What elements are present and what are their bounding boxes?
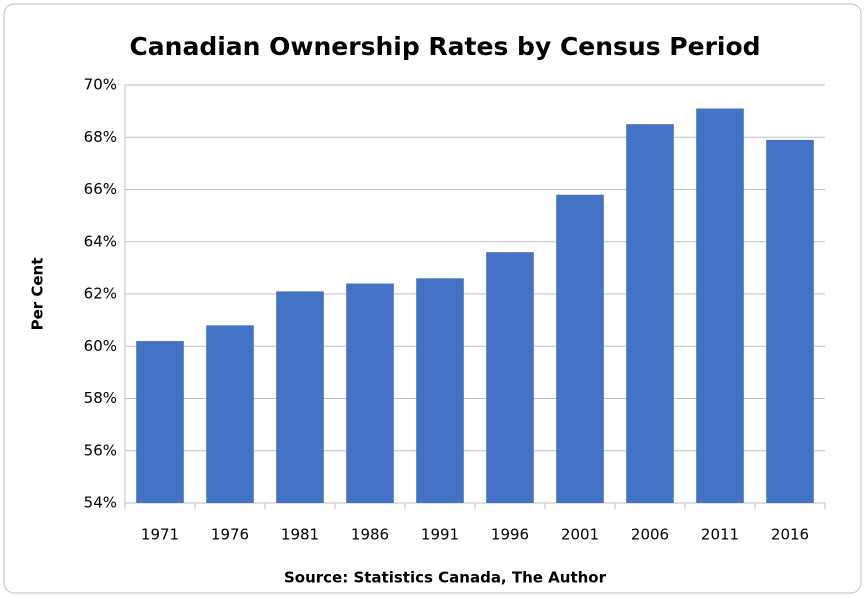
y-tick-label: 64% bbox=[84, 232, 117, 250]
x-tick-label: 1971 bbox=[141, 526, 179, 544]
bar bbox=[416, 278, 464, 503]
y-axis-label: Per Cent bbox=[29, 258, 47, 331]
bar bbox=[766, 139, 814, 504]
bar bbox=[486, 252, 534, 503]
bar bbox=[696, 108, 744, 503]
bar bbox=[626, 124, 674, 503]
y-tick-label: 56% bbox=[84, 441, 117, 459]
y-tick-label: 58% bbox=[84, 389, 117, 407]
chart-title: Canadian Ownership Rates by Census Perio… bbox=[129, 32, 760, 61]
x-tick-label: 2016 bbox=[771, 526, 809, 544]
x-tick-label: 2001 bbox=[561, 526, 599, 544]
y-tick-label: 60% bbox=[84, 337, 117, 355]
x-tick-label: 1991 bbox=[421, 526, 459, 544]
x-tick-label: 1981 bbox=[281, 526, 319, 544]
bar bbox=[206, 325, 254, 503]
source-note: Source: Statistics Canada, The Author bbox=[284, 569, 607, 587]
bar bbox=[136, 341, 184, 503]
y-tick-label: 62% bbox=[84, 285, 117, 303]
x-tick-label: 2011 bbox=[701, 526, 739, 544]
y-tick-label: 70% bbox=[84, 76, 117, 94]
y-tick-label: 66% bbox=[84, 180, 117, 198]
bar bbox=[276, 291, 324, 503]
x-tick-label: 1976 bbox=[211, 526, 249, 544]
bar bbox=[346, 283, 394, 503]
y-tick-label: 68% bbox=[84, 128, 117, 146]
y-tick-label: 54% bbox=[84, 494, 117, 512]
x-tick-label: 2006 bbox=[631, 526, 669, 544]
x-tick-label: 1986 bbox=[351, 526, 389, 544]
x-tick-label: 1996 bbox=[491, 526, 529, 544]
bar bbox=[556, 194, 604, 503]
